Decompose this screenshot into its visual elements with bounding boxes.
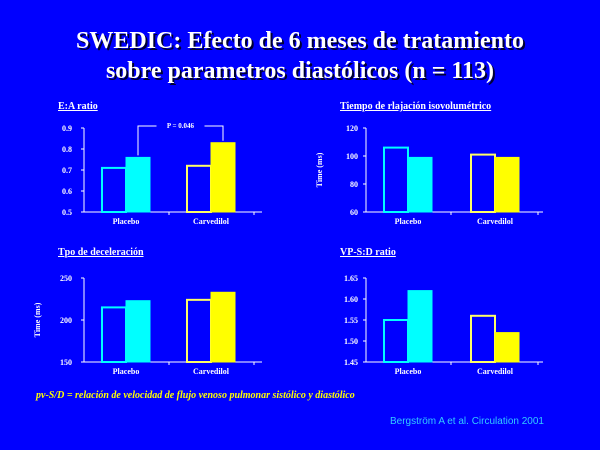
chart-1-annotation-bg: [156, 120, 205, 130]
chart-4-y-tick-label-2: 1.55: [344, 316, 358, 325]
chart-2-y-tick-label-2: 100: [346, 152, 358, 161]
chart-3-y-tick-label-2: 250: [60, 274, 72, 283]
chart-2-x-label-placebo: Placebo: [395, 217, 422, 226]
chart-4-x-label-carvedilol: Carvedilol: [477, 367, 514, 376]
chart-4-bar-placebo-baseline: [383, 319, 409, 363]
chart-2-y-axis-label: Time (ms): [315, 152, 324, 187]
chart-1-title: E:A ratio: [58, 101, 98, 112]
chart-2-y-tick-label-1: 80: [350, 180, 358, 189]
chart-3-bar-placebo-baseline: [101, 306, 127, 363]
chart-2-bar-placebo-baseline: [383, 146, 409, 214]
slide-title-line-2: sobre parametros diastólicos (n = 113): [105, 58, 495, 84]
chart-2-y-tick-label-3: 120: [346, 124, 358, 133]
chart-4-y-tick-label-0: 1.45: [344, 358, 358, 367]
citation: Bergström A et al. Circulation 2001: [390, 416, 544, 427]
chart-1-bar-placebo-baseline: [101, 166, 127, 213]
chart-1-annotation: P = 0.046: [167, 122, 195, 130]
chart-3-bar-carvedilol-6-months: [210, 291, 236, 363]
chart-1-y-tick-label-2: 0.7: [62, 166, 72, 175]
chart-1-y-tick-label-3: 0.8: [62, 145, 72, 154]
chart-4-y-tick-label-3: 1.60: [344, 295, 358, 304]
chart-2-bar-carvedilol-baseline: [470, 153, 496, 214]
slide-title: SWEDIC: Efecto de 6 meses de tratamiento…: [0, 26, 600, 86]
chart-1-bar-carvedilol-6-months: [210, 142, 236, 213]
chart-4-bar-carvedilol-baseline: [470, 314, 496, 363]
chart-4-y-tick-label-4: 1.65: [344, 274, 358, 283]
chart-2-bar-carvedilol-6-months: [494, 156, 520, 213]
chart-3-x-label-placebo: Placebo: [113, 367, 140, 376]
chart-4-y-tick-label-1: 1.50: [344, 337, 358, 346]
chart-2-bar-placebo-6-months: [407, 156, 433, 213]
chart-3-x-label-carvedilol: Carvedilol: [193, 367, 230, 376]
chart-1-bar-placebo-6-months: [125, 156, 151, 213]
chart-1-significance-bracket: [137, 125, 224, 156]
chart-2-y-tick-label-0: 60: [350, 208, 358, 217]
chart-1-y-tick-label-4: 0.9: [62, 124, 72, 133]
chart-1-y-tick-label-0: 0.5: [62, 208, 72, 217]
chart-1-bar-carvedilol-baseline: [186, 164, 212, 214]
chart-4-title: VP-S:D ratio: [340, 247, 396, 258]
footnote: pv-S/D = relación de velocidad de flujo …: [36, 390, 355, 401]
chart-3-bar-carvedilol-baseline: [186, 298, 212, 363]
chart-3-bar-placebo-6-months: [125, 300, 151, 363]
chart-3-y-tick-label-1: 200: [60, 316, 72, 325]
chart-2-x-label-carvedilol: Carvedilol: [477, 217, 514, 226]
chart-1-x-label-placebo: Placebo: [113, 217, 140, 226]
chart-1-x-label-carvedilol: Carvedilol: [193, 217, 230, 226]
chart-1-y-tick-label-1: 0.6: [62, 187, 72, 196]
chart-3-y-tick-label-0: 150: [60, 358, 72, 367]
chart-4-bar-carvedilol-6-months: [494, 332, 520, 363]
chart-2-title: Tiempo de rlajación isovolumétrico: [340, 101, 492, 112]
chart-4-x-label-placebo: Placebo: [395, 367, 422, 376]
chart-3-y-axis-label: Time (ms): [33, 302, 42, 337]
slide-title-line-1: SWEDIC: Efecto de 6 meses de tratamiento: [76, 28, 524, 54]
chart-3-title: Tpo de deceleración: [58, 247, 144, 258]
chart-4-bar-placebo-6-months: [407, 290, 433, 363]
